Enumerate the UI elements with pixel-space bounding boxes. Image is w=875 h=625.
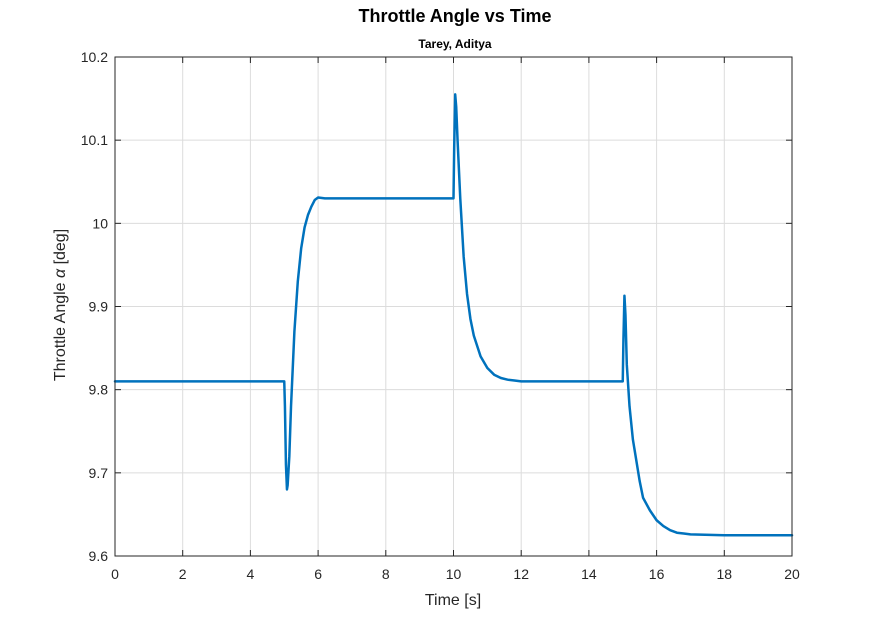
x-tick-label: 14	[581, 566, 597, 582]
y-axis-label-unit: [deg]	[52, 229, 69, 269]
y-axis-label: Throttle Angle α [deg]	[52, 229, 69, 381]
x-tick-label: 2	[179, 566, 187, 582]
series-layer	[113, 93, 794, 537]
y-tick-label: 9.9	[89, 299, 109, 315]
y-axis-label-text: Throttle Angle	[52, 278, 69, 381]
x-axis-ticks: 0 2 4 6 8 10 12 14 16 18 20	[111, 57, 800, 582]
x-tick-label: 8	[382, 566, 390, 582]
x-tick-label: 12	[513, 566, 529, 582]
series-line	[113, 93, 794, 537]
x-tick-label: 0	[111, 566, 119, 582]
x-tick-label: 16	[649, 566, 665, 582]
y-axis-label-symbol: α	[52, 268, 69, 278]
y-tick-label: 9.7	[89, 465, 109, 481]
x-tick-label: 10	[446, 566, 462, 582]
x-axis-label: Time [s]	[425, 592, 481, 609]
y-tick-label: 9.6	[89, 548, 109, 564]
x-tick-label: 20	[784, 566, 800, 582]
chart-title: Throttle Angle vs Time	[358, 6, 551, 26]
x-tick-label: 4	[247, 566, 255, 582]
y-axis-ticks: 9.6 9.7 9.8 9.9 10 10.1 10.2	[81, 49, 792, 564]
y-tick-label: 10	[92, 215, 108, 231]
y-tick-label: 10.2	[81, 49, 108, 65]
x-tick-label: 6	[314, 566, 322, 582]
x-tick-label: 18	[717, 566, 733, 582]
chart-subtitle: Tarey, Aditya	[418, 37, 491, 51]
y-tick-label: 10.1	[81, 132, 108, 148]
y-tick-label: 9.8	[89, 382, 109, 398]
